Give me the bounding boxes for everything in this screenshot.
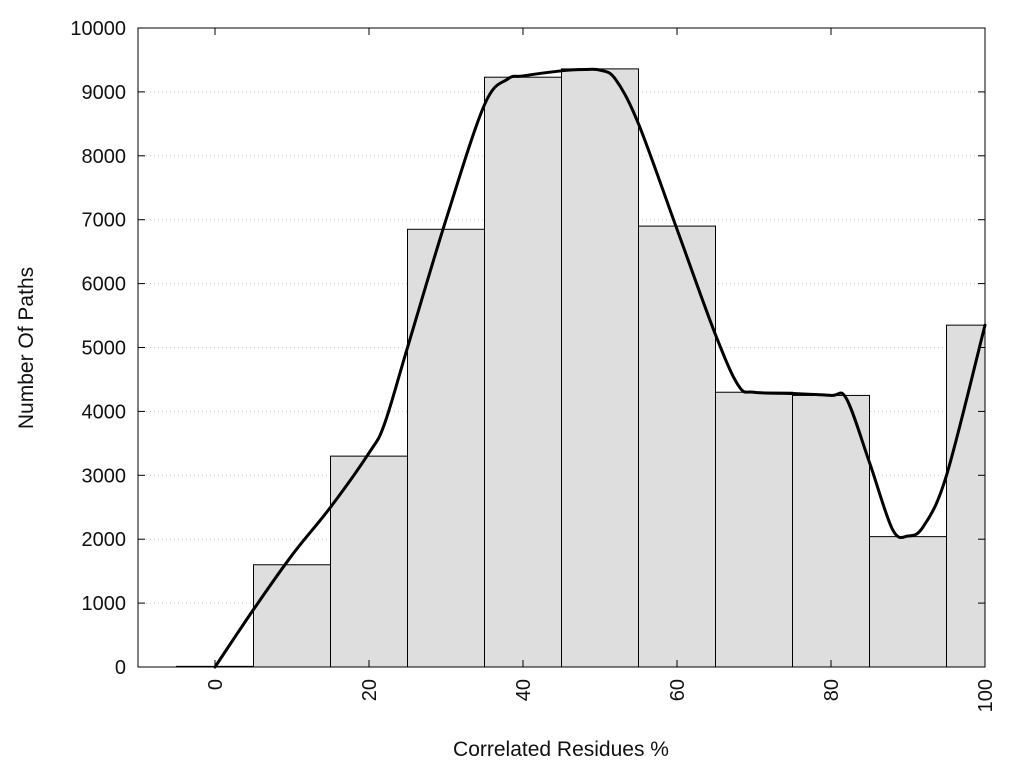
x-tick-label: 80 — [821, 679, 843, 701]
x-tick-label: 0 — [205, 679, 227, 690]
y-tick-label: 1000 — [82, 593, 127, 615]
x-tick-label: 20 — [359, 679, 381, 701]
y-tick-label: 0 — [115, 657, 126, 679]
histogram-bar — [253, 564, 331, 668]
y-tick-label: 3000 — [82, 465, 127, 487]
y-axis: 0 1000 2000 3000 4000 5000 6000 7000 8000 9000 100… — [70, 18, 985, 679]
y-tick-label: 6000 — [82, 274, 127, 296]
y-tick-label: 10000 — [70, 18, 126, 40]
y-tick-label: 8000 — [82, 146, 127, 168]
bars-layer — [176, 68, 986, 668]
smooth-trend-line — [213, 67, 987, 669]
x-tick-label: 100 — [975, 679, 997, 712]
histogram-bar — [638, 225, 716, 668]
y-tick-label: 4000 — [82, 401, 127, 423]
x-axis-title: Correlated Residues % — [453, 738, 669, 761]
y-tick-label: 9000 — [82, 82, 127, 104]
y-tick-label: 7000 — [82, 210, 127, 232]
histogram-bar — [407, 228, 485, 668]
histogram-bar — [869, 536, 947, 668]
y-tick-label: 2000 — [82, 529, 127, 551]
histogram-bar — [715, 391, 793, 668]
x-tick-label: 60 — [667, 679, 689, 701]
histogram-bar — [330, 455, 408, 668]
histogram-bar — [561, 68, 639, 668]
histogram-bar — [946, 324, 986, 668]
x-tick-label: 40 — [513, 679, 535, 701]
y-tick-label: 5000 — [82, 338, 127, 360]
x-axis: 0 20 40 60 80 100 — [205, 28, 997, 712]
histogram-bar — [484, 76, 562, 668]
curve-layer — [213, 67, 987, 669]
y-axis-title: Number Of Paths — [15, 267, 38, 429]
histogram-bar — [792, 394, 870, 668]
